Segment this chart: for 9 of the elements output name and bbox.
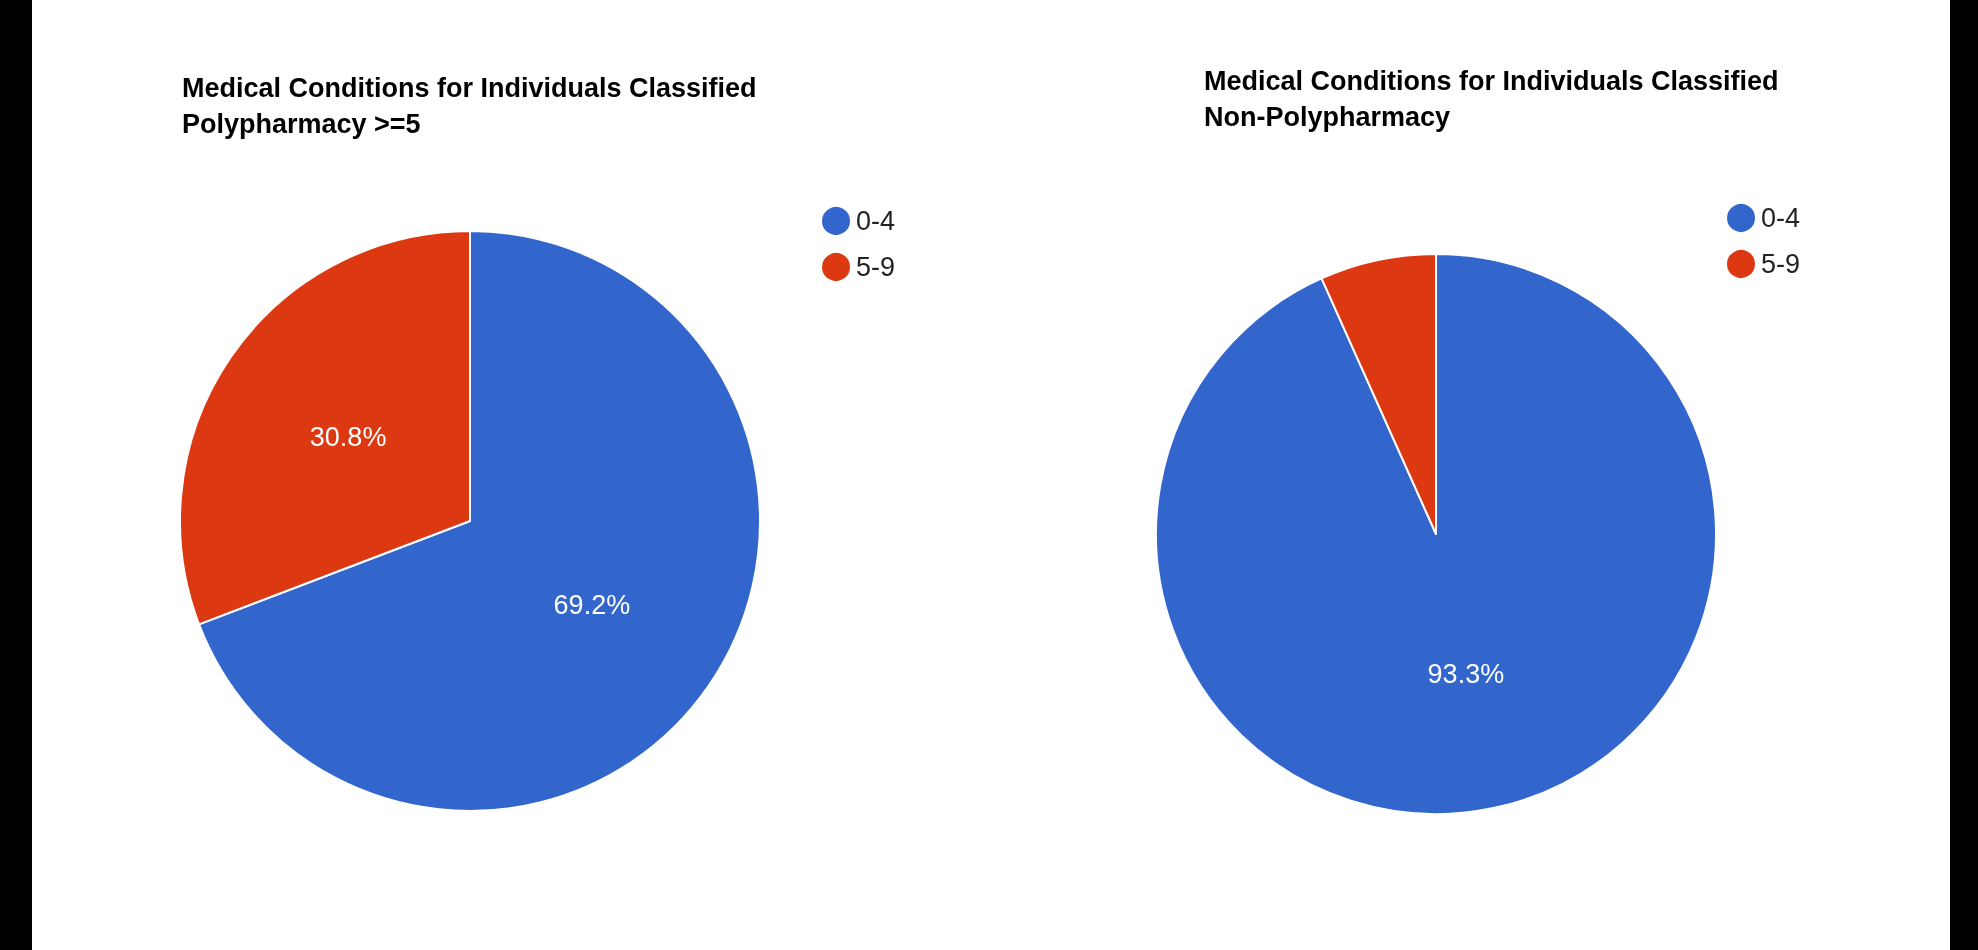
data-label: 93.3%: [1427, 658, 1505, 689]
legend-label: 0-4: [856, 206, 896, 236]
chart-title: Medical Conditions for Individuals Classified Polypharmacy >=5: [182, 73, 765, 139]
data-label: 69.2%: [553, 589, 631, 620]
legend-label: 0-4: [1761, 203, 1801, 233]
chart-title: Medical Conditions for Individuals Classified Non-Polypharmacy: [1204, 66, 1787, 132]
legend-label: 5-9: [1761, 249, 1801, 279]
legend-label: 5-9: [856, 252, 896, 282]
data-label: 30.8%: [309, 422, 387, 453]
